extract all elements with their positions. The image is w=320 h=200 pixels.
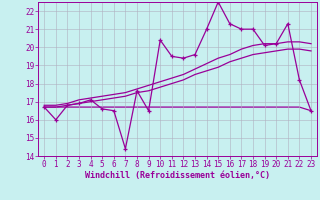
X-axis label: Windchill (Refroidissement éolien,°C): Windchill (Refroidissement éolien,°C): [85, 171, 270, 180]
